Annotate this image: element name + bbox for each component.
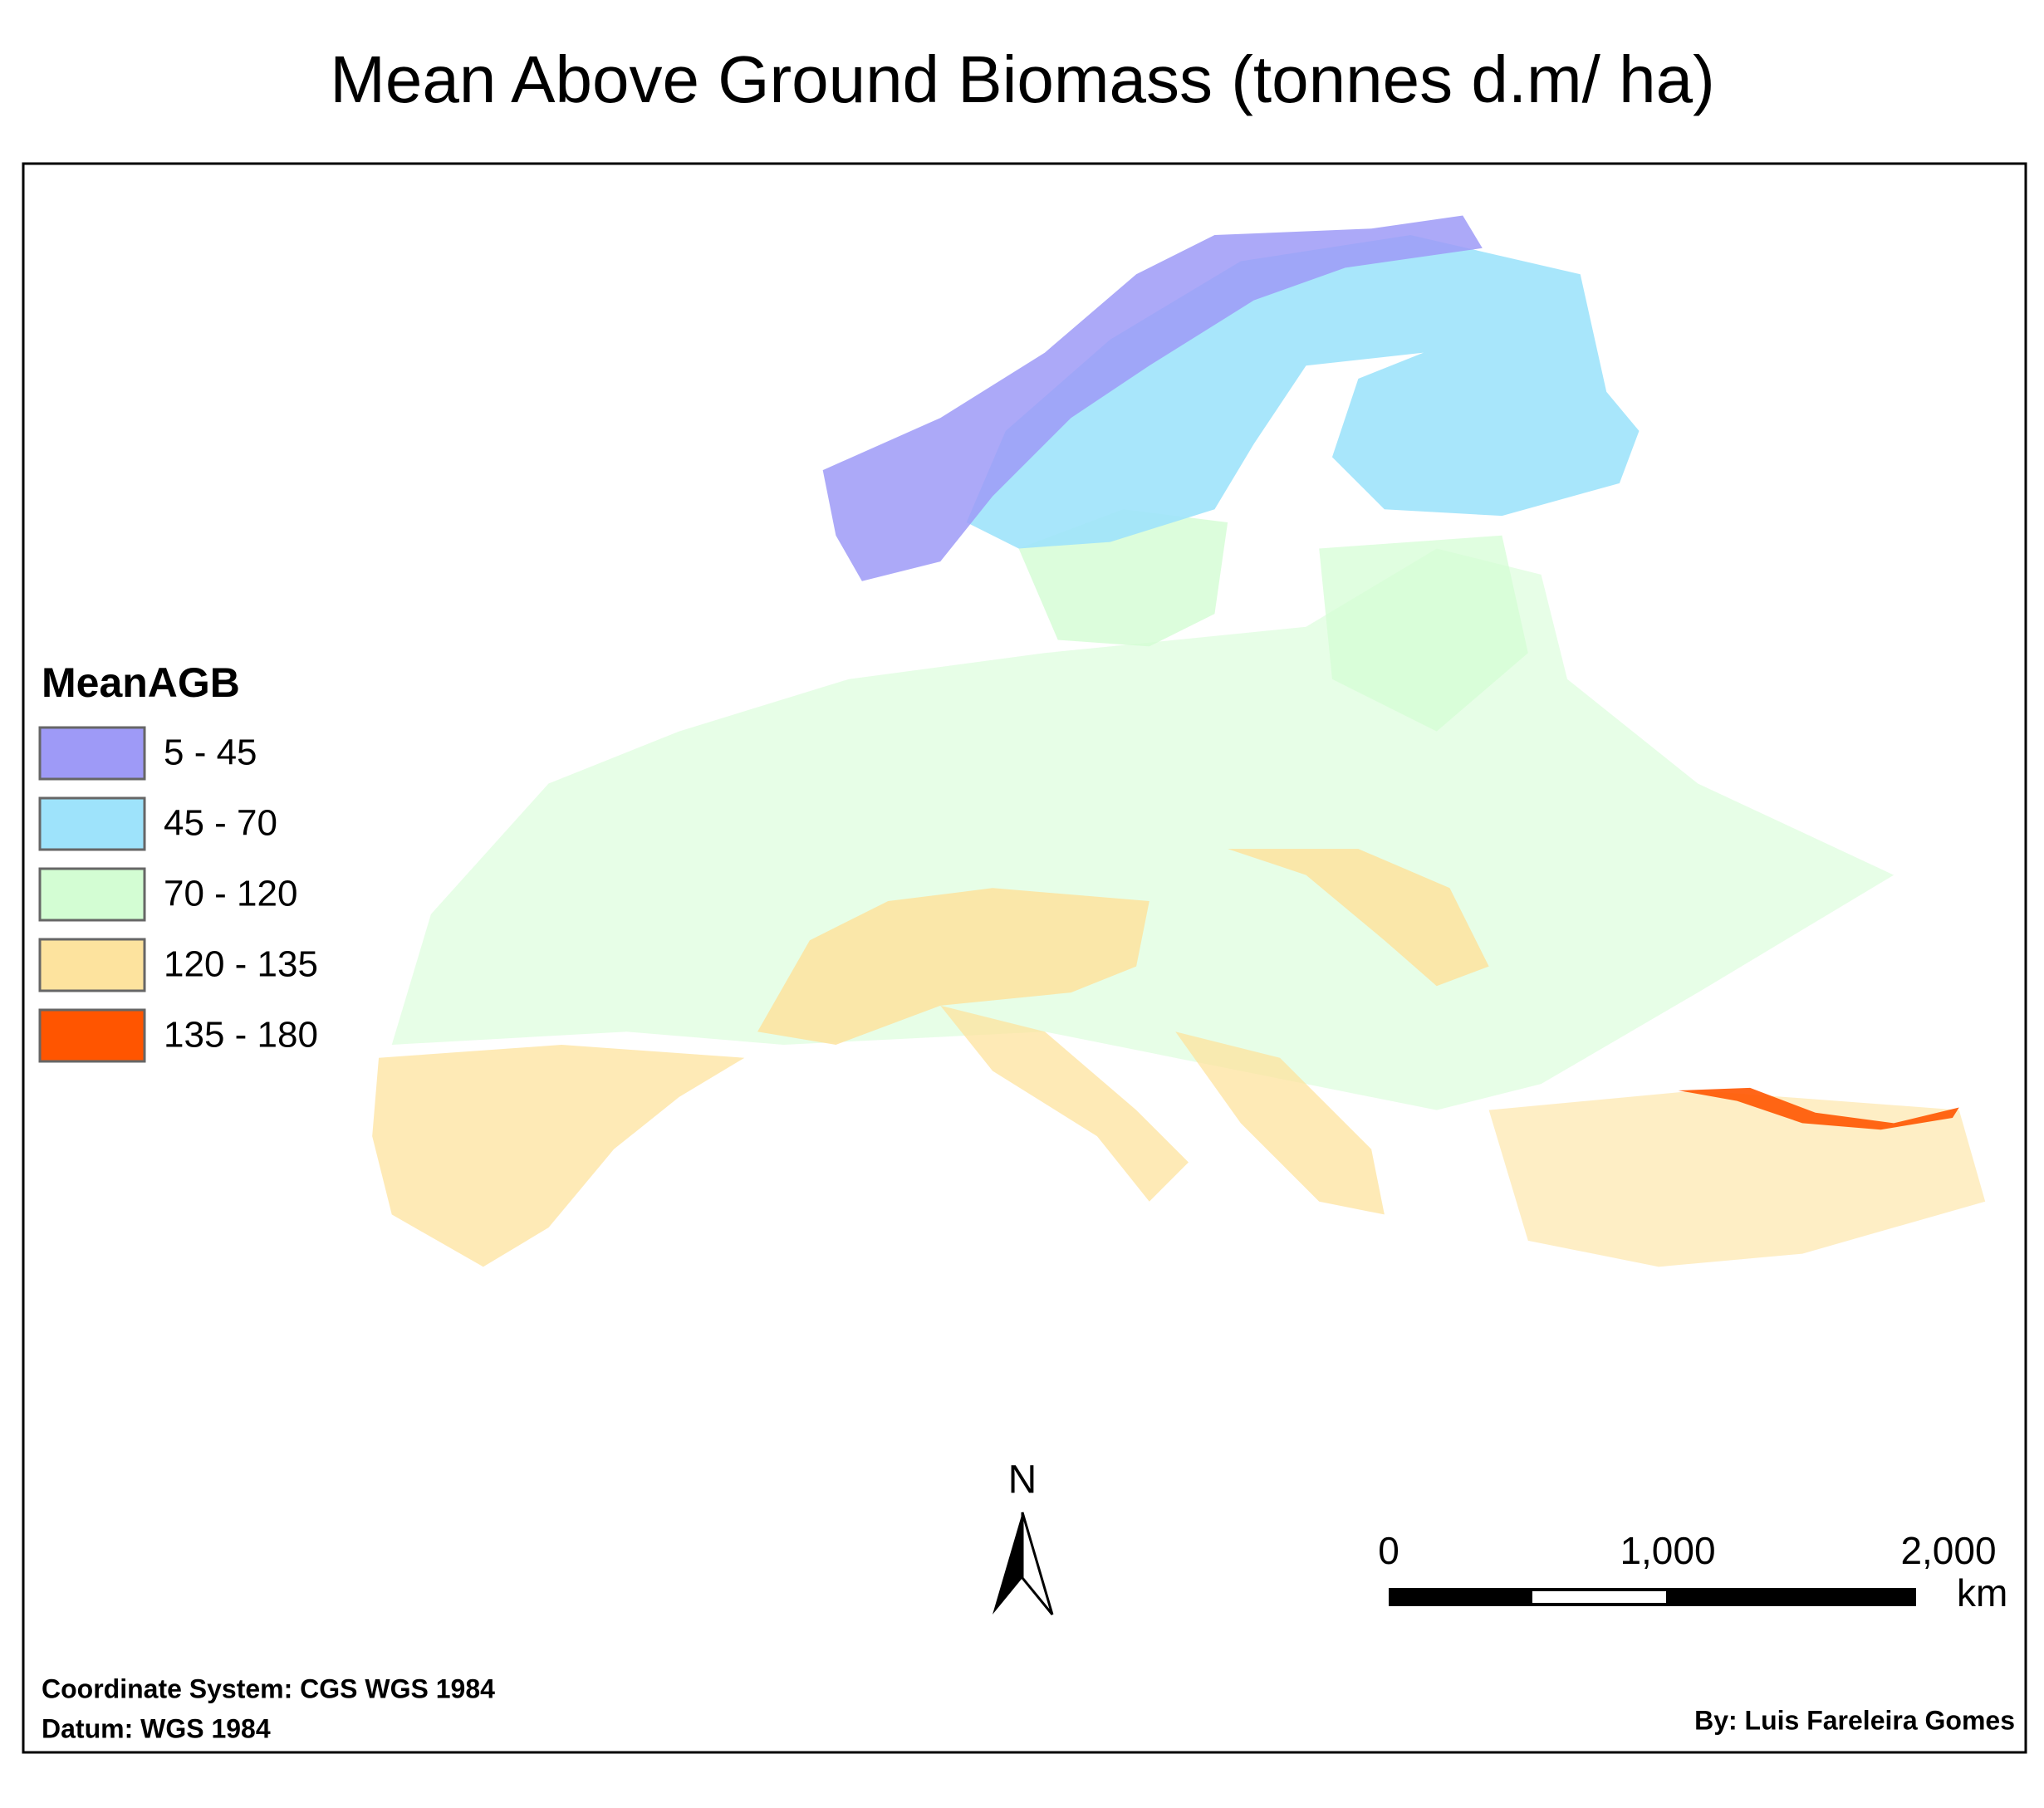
legend-swatch: [38, 938, 146, 992]
scale-label: 0: [1378, 1529, 1399, 1572]
legend-swatch: [38, 796, 146, 851]
region-pontic-coast: [1678, 1087, 1959, 1130]
legend-label: 70 - 120: [164, 874, 297, 914]
region-alps: [757, 888, 1149, 1045]
scale-label: 2,000: [1900, 1529, 1996, 1572]
north-arrow-right: [1021, 1512, 1054, 1615]
region-baltic: [1319, 535, 1528, 732]
legend: 5 - 45 45 - 70 70 - 120 120 - 135 135 - 180: [38, 726, 318, 1063]
region-turkey: [1488, 1090, 1986, 1267]
legend-label: 120 - 135: [164, 944, 318, 985]
scale-label: 1,000: [1620, 1529, 1715, 1572]
scale-unit: km: [1957, 1571, 2007, 1614]
legend-swatch: [38, 726, 146, 781]
region-italy: [940, 1005, 1189, 1202]
legend-label: 45 - 70: [164, 803, 277, 844]
legend-swatch: [38, 867, 146, 922]
scale-segment: [1389, 1588, 1531, 1606]
coordinate-system: Coordinate System: CGS WGS 1984: [42, 1673, 495, 1703]
region-fennoscandia: [966, 235, 1640, 549]
north-label: N: [1008, 1458, 1037, 1502]
region-central-europe: [391, 548, 1894, 1110]
scale-segment: [1529, 1588, 1669, 1606]
legend-label: 5 - 45: [164, 733, 257, 773]
region-iberia: [372, 1045, 745, 1267]
scale-segment: [1668, 1588, 1916, 1606]
map-title: Mean Above Ground Biomass (tonnes d.m/ h…: [330, 42, 1715, 116]
region-carpathians: [1228, 849, 1489, 987]
author: By: Luis Fareleira Gomes: [1694, 1705, 2015, 1735]
datum: Datum: WGS 1984: [42, 1713, 271, 1743]
map-regions: [372, 215, 1986, 1267]
legend-label: 135 - 180: [164, 1015, 318, 1056]
legend-title: MeanAGB: [42, 659, 240, 706]
region-norway-coast: [822, 215, 1483, 581]
north-arrow-left: [993, 1512, 1022, 1614]
legend-swatch: [38, 1008, 146, 1063]
map-frame: [22, 162, 2027, 1754]
region-balkans: [1175, 1031, 1385, 1215]
